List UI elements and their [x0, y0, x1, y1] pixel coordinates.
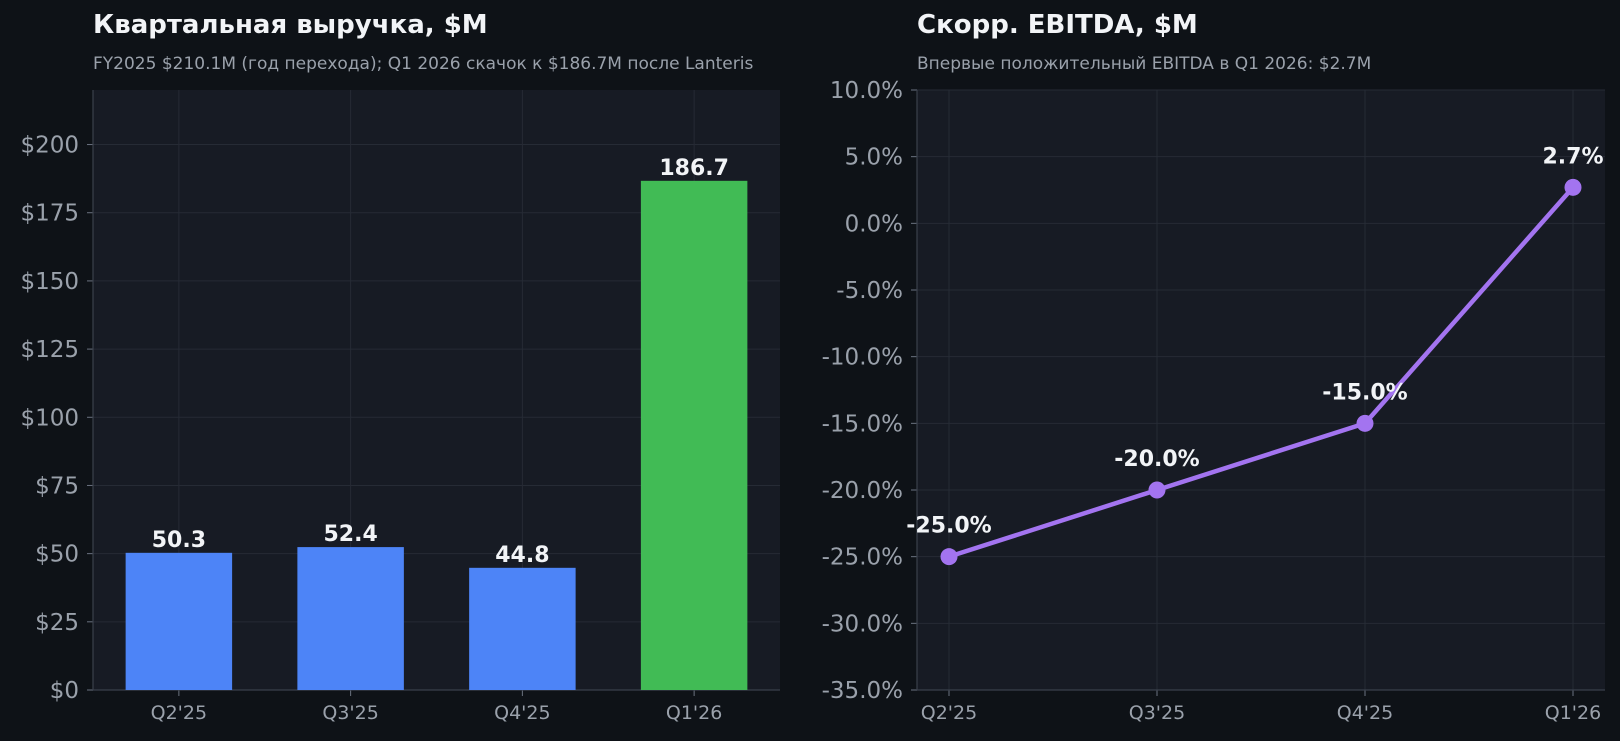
revenue-xtick-label: Q1'26: [666, 702, 722, 724]
revenue-chart-subtitle: FY2025 $210.1M (год перехода); Q1 2026 с…: [93, 54, 754, 74]
revenue-ytick-label: $0: [50, 678, 79, 704]
ebitda-xtick-label: Q1'26: [1545, 702, 1601, 724]
revenue-ytick-label: $100: [20, 405, 79, 431]
revenue-chart-title: Квартальная выручка, $M: [93, 10, 488, 40]
ebitda-xtick-label: Q4'25: [1337, 702, 1393, 724]
revenue-xtick-label: Q2'25: [151, 702, 207, 724]
ebitda-point-Q1-26: [1564, 178, 1582, 196]
revenue-xtick-label: Q4'25: [494, 702, 550, 724]
revenue-bar-Q3-25: [297, 547, 404, 690]
revenue-ytick-label: $75: [35, 473, 79, 499]
revenue-ytick-label: $50: [35, 542, 79, 568]
revenue-ytick-label: $25: [35, 610, 79, 636]
ebitda-ytick-label: -10.0%: [822, 345, 903, 371]
revenue-bar-value-label: 52.4: [323, 522, 377, 547]
ebitda-ytick-label: -5.0%: [836, 278, 903, 304]
revenue-bar-value-label: 186.7: [659, 156, 729, 181]
ebitda-ytick-label: -30.0%: [822, 611, 903, 637]
revenue-bar-Q1-26: [640, 180, 748, 690]
ebitda-point-value-label: -25.0%: [906, 514, 991, 539]
ebitda-series-line: [946, 185, 1576, 559]
ebitda-point-Q3-25: [1148, 481, 1166, 499]
ebitda-point-Q4-25: [1356, 414, 1374, 432]
revenue-ytick-label: $200: [20, 133, 79, 159]
revenue-ytick-label: $175: [20, 201, 79, 227]
ebitda-ytick-label: 10.0%: [830, 78, 903, 104]
revenue-bar-value-label: 44.8: [495, 543, 549, 568]
revenue-bar-Q4-25: [469, 567, 576, 690]
revenue-xtick-label: Q3'25: [322, 702, 378, 724]
ebitda-ytick-label: -15.0%: [822, 411, 903, 437]
ebitda-ytick-label: -25.0%: [822, 545, 903, 571]
revenue-bar-value-label: 50.3: [152, 528, 206, 553]
ebitda-xtick-label: Q2'25: [921, 702, 977, 724]
ebitda-ytick-label: 0.0%: [845, 211, 903, 237]
ebitda-plot-area: [917, 90, 1605, 690]
revenue-ytick-label: $125: [20, 337, 79, 363]
ebitda-xtick-label: Q3'25: [1129, 702, 1185, 724]
ebitda-ytick-label: 5.0%: [845, 145, 903, 171]
ebitda-point-value-label: -15.0%: [1322, 380, 1407, 405]
ebitda-ytick-label: -35.0%: [822, 678, 903, 704]
ebitda-point-Q2-25: [940, 548, 958, 566]
ebitda-ytick-label: -20.0%: [822, 478, 903, 504]
ebitda-point-value-label: -20.0%: [1114, 447, 1199, 472]
ebitda-point-value-label: 2.7%: [1542, 144, 1603, 169]
ebitda-chart-subtitle: Впервые положительный EBITDA в Q1 2026: …: [917, 54, 1372, 74]
revenue-bar-Q2-25: [125, 552, 233, 690]
revenue-ytick-label: $150: [20, 269, 79, 295]
ebitda-chart-title: Скорр. EBITDA, $M: [917, 10, 1198, 40]
